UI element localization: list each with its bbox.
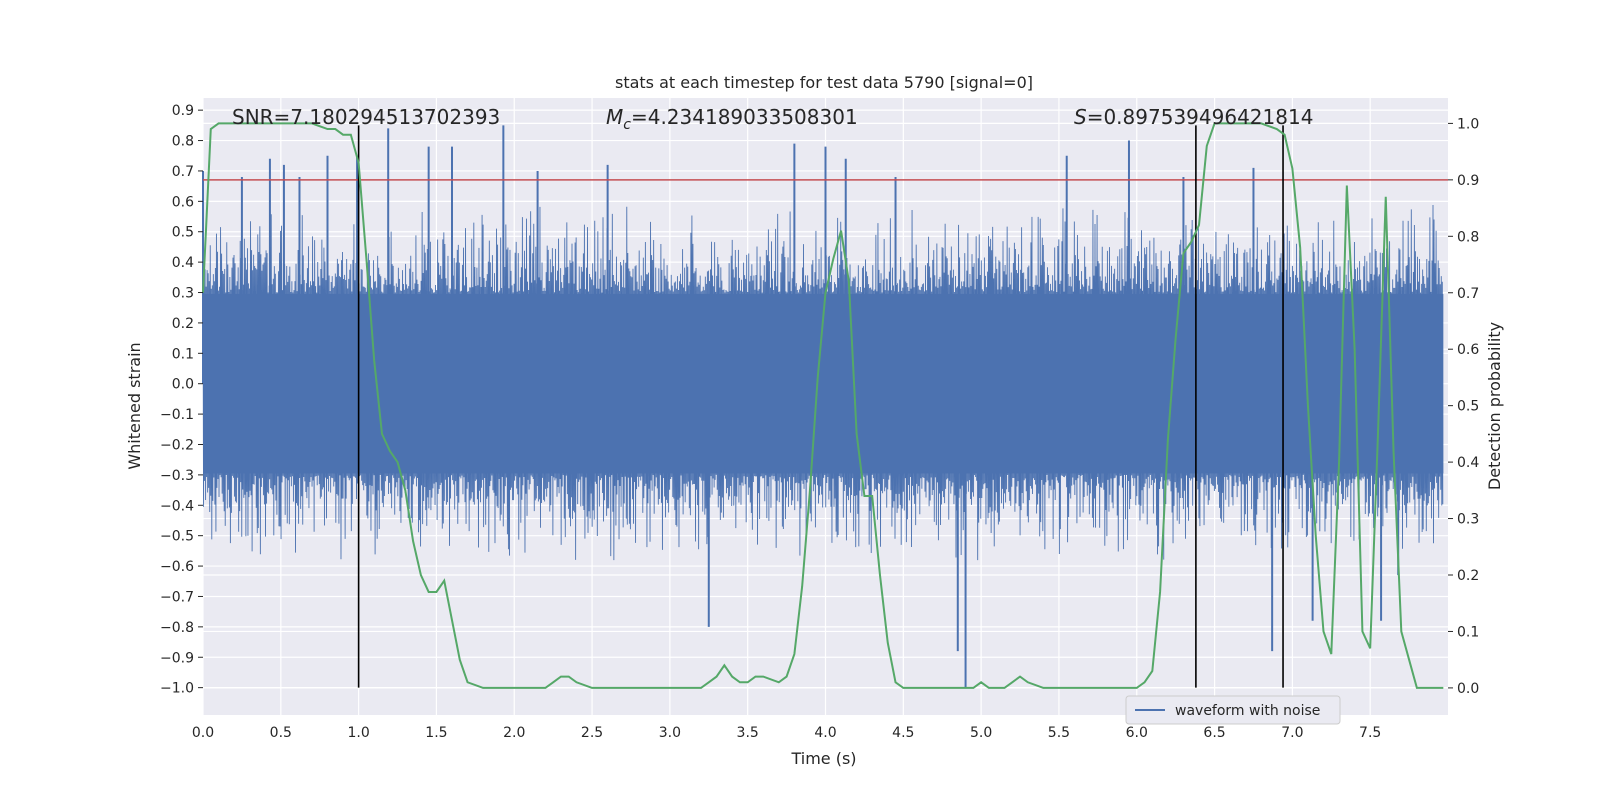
y-tick-label: 0.8 <box>172 134 194 150</box>
y-tick-label: −0.1 <box>160 407 194 423</box>
y-tick-label: −0.3 <box>160 468 194 484</box>
y2-tick-label: 0.7 <box>1457 286 1479 302</box>
probability-series <box>202 122 1444 689</box>
x-tick-label: 0.0 <box>192 725 214 741</box>
x-axis-label: Time (s) <box>790 749 856 768</box>
mc-subscript: c <box>623 117 631 133</box>
y-axis-ticks: 0.9 0.8 0.7 0.6 0.5 0.4 0.3 0.2 0.1 0.0 −0.1 −0.2 −0… <box>160 103 203 697</box>
y-axis-label: Whitened strain <box>125 342 144 469</box>
y-tick-label: 0.5 <box>172 225 194 241</box>
x-tick-label: 4.0 <box>814 725 836 741</box>
y-tick-label: 0.2 <box>172 316 194 332</box>
legend-box <box>1125 695 1341 725</box>
y2-axis-label: Detection probability <box>1485 322 1504 490</box>
y2-tick-label: 0.1 <box>1457 624 1479 640</box>
x-tick-label: 5.0 <box>970 725 992 741</box>
legend-label: waveform with noise <box>1175 703 1320 719</box>
x-tick-label: 1.5 <box>425 725 447 741</box>
y2-tick-label: 0.8 <box>1457 229 1479 245</box>
y-tick-label: −0.4 <box>160 498 194 514</box>
x-tick-label: 2.0 <box>503 725 525 741</box>
y2-tick-label: 0.2 <box>1457 568 1479 584</box>
x-axis-ticks: 0.0 0.5 1.0 1.5 2.0 2.5 3.0 3.5 4.0 4.5 5.0 5.5 6.0 6… <box>192 725 1381 741</box>
x-tick-label: 5.5 <box>1048 725 1070 741</box>
y-tick-label: −0.6 <box>160 559 194 575</box>
y-tick-label: −0.8 <box>160 620 194 636</box>
x-tick-label: 3.0 <box>659 725 681 741</box>
y-tick-label: −0.9 <box>160 650 194 666</box>
chart-title: stats at each timestep for test data 579… <box>615 73 1033 92</box>
snr-annotation: SNR=7.180294513702393 <box>232 105 500 129</box>
x-tick-label: 3.5 <box>737 725 759 741</box>
y-tick-label: −0.2 <box>160 437 194 453</box>
x-tick-label: 6.5 <box>1203 725 1225 741</box>
x-tick-label: 6.0 <box>1126 725 1148 741</box>
x-tick-label: 2.5 <box>581 725 603 741</box>
y-tick-label: −1.0 <box>160 681 194 697</box>
y-tick-label: 0.1 <box>172 346 194 362</box>
y-tick-label: −0.7 <box>160 589 194 605</box>
y-tick-label: 0.3 <box>172 286 194 302</box>
y-tick-label: 0.4 <box>172 255 194 271</box>
x-tick-label: 7.0 <box>1281 725 1303 741</box>
y2-tick-label: 0.6 <box>1457 342 1479 358</box>
x-tick-label: 1.0 <box>347 725 369 741</box>
s-annotation: S=0.897539496421814 <box>1074 105 1313 129</box>
legend: waveform with noise <box>1125 695 1341 725</box>
y2-tick-label: 0.3 <box>1457 512 1479 528</box>
y2-axis-ticks: 1.0 0.9 0.8 0.7 0.6 0.5 0.4 0.3 0.2 0.1 0.0 <box>1448 116 1479 697</box>
y-tick-label: 0.0 <box>172 377 194 393</box>
x-tick-label: 7.5 <box>1359 725 1381 741</box>
vertical-markers <box>357 125 1284 688</box>
y-tick-label: −0.5 <box>160 529 194 545</box>
mc-value: =4.234189033508301 <box>631 105 858 129</box>
mc-annotation: Mc=4.234189033508301 <box>606 105 858 133</box>
x-tick-label: 0.5 <box>270 725 292 741</box>
y-tick-label: 0.9 <box>172 103 194 119</box>
x-tick-label: 4.5 <box>892 725 914 741</box>
s-symbol: S <box>1074 105 1087 129</box>
y2-tick-label: 0.4 <box>1457 455 1479 471</box>
y-tick-label: 0.6 <box>172 194 194 210</box>
s-value: =0.897539496421814 <box>1087 105 1314 129</box>
y2-tick-label: 0.5 <box>1457 399 1479 415</box>
mc-symbol: M <box>606 105 623 129</box>
y2-tick-label: 0.0 <box>1457 681 1479 697</box>
y2-tick-label: 1.0 <box>1457 116 1479 132</box>
y2-tick-label: 0.9 <box>1457 173 1479 189</box>
y-tick-label: 0.7 <box>172 164 194 180</box>
